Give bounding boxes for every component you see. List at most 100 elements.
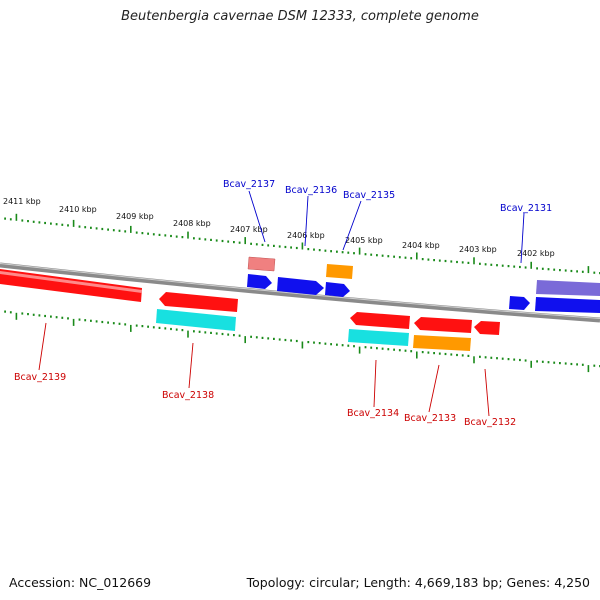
- tick-minor: [44, 221, 46, 225]
- tick-minor: [381, 347, 384, 350]
- tick-minor: [376, 254, 378, 257]
- tick-minor: [50, 315, 52, 318]
- gene-feature-blue[interactable]: [247, 274, 272, 289]
- tick-minor: [38, 314, 41, 317]
- tick-major: [130, 225, 132, 233]
- tick-minor: [112, 229, 115, 232]
- tick-minor: [175, 328, 178, 331]
- gene-label[interactable]: Bcav_2133: [404, 413, 456, 424]
- leader-line: [248, 190, 266, 243]
- tick-minor: [467, 261, 470, 264]
- tick-minor: [547, 361, 550, 364]
- tick-minor: [421, 258, 424, 261]
- gene-feature-blue[interactable]: [535, 297, 600, 313]
- tick-minor: [324, 249, 327, 252]
- tick-major: [530, 261, 532, 269]
- genome-backbone: [0, 262, 600, 323]
- gene-label[interactable]: Bcav_2135: [343, 190, 395, 201]
- tick-minor: [164, 327, 167, 330]
- tick-minor: [295, 339, 298, 343]
- gene-label[interactable]: Bcav_2136: [285, 185, 337, 196]
- tick-minor: [210, 238, 212, 241]
- tick-minor: [536, 267, 538, 270]
- tick-minor: [570, 269, 573, 273]
- gene-feature-cyan[interactable]: [156, 309, 236, 331]
- tick-minor: [204, 331, 207, 334]
- tick-major: [587, 266, 590, 274]
- gene-feature-cyan[interactable]: [348, 329, 409, 346]
- tick-minor: [318, 342, 321, 345]
- kbp-label: 2410 kbp: [59, 205, 97, 214]
- gene-label[interactable]: Bcav_2131: [500, 203, 552, 214]
- leader-line: [188, 342, 194, 389]
- tick-minor: [95, 320, 98, 323]
- map-title: Beutenbergia cavernae DSM 12333, complet…: [121, 9, 479, 24]
- kbp-tick-row-lower: [4, 310, 600, 373]
- tick-minor: [341, 251, 344, 254]
- gene-label[interactable]: Bcav_2132: [464, 417, 516, 428]
- tick-minor: [438, 259, 441, 262]
- tick-minor: [513, 265, 516, 268]
- tick-minor: [78, 225, 81, 228]
- tick-minor: [387, 348, 390, 351]
- gene-feature-blue[interactable]: [509, 296, 530, 310]
- kbp-tick-row-upper: [4, 213, 600, 275]
- gene-feature-red[interactable]: [159, 292, 238, 312]
- tick-minor: [398, 349, 401, 352]
- tick-minor: [284, 338, 287, 342]
- leader-line: [342, 200, 362, 251]
- tick-minor: [9, 218, 12, 221]
- tick-minor: [307, 341, 310, 344]
- tick-minor: [541, 360, 544, 363]
- tick-minor: [147, 232, 149, 235]
- tick-minor: [404, 256, 407, 259]
- tick-major: [130, 324, 132, 332]
- tick-minor: [152, 326, 155, 329]
- tick-minor: [433, 259, 435, 262]
- tick-minor: [78, 318, 81, 321]
- tick-minor: [553, 361, 556, 364]
- tick-minor: [438, 352, 441, 355]
- tick-minor: [44, 314, 46, 318]
- tick-minor: [21, 219, 24, 222]
- tick-minor: [55, 223, 58, 226]
- tick-major: [587, 365, 590, 373]
- gene-feature-blue[interactable]: [325, 282, 350, 297]
- tick-minor: [501, 264, 504, 267]
- gene-label[interactable]: Bcav_2139: [14, 372, 66, 383]
- tick-minor: [536, 360, 538, 363]
- gene-feature-purple[interactable]: [536, 280, 600, 296]
- tick-minor: [267, 337, 270, 340]
- tick-minor: [479, 355, 481, 358]
- tick-minor: [147, 325, 149, 328]
- tick-minor: [267, 244, 270, 247]
- tick-major: [358, 247, 361, 255]
- gene-feature-pink[interactable]: [247, 256, 276, 272]
- tick-minor: [547, 268, 550, 271]
- tick-minor: [55, 316, 58, 319]
- tick-minor: [490, 263, 493, 266]
- tick-minor: [370, 346, 373, 349]
- gene-feature-red[interactable]: [350, 312, 410, 329]
- tick-minor: [107, 228, 109, 231]
- tick-major: [15, 312, 18, 320]
- gene-feature-blue[interactable]: [277, 277, 324, 295]
- leader-line: [38, 322, 47, 371]
- tick-minor: [238, 241, 241, 244]
- tick-minor: [227, 240, 230, 243]
- gene-feature-orange[interactable]: [326, 264, 353, 279]
- tick-minor: [107, 321, 109, 324]
- tick-minor: [576, 270, 578, 273]
- gene-label[interactable]: Bcav_2138: [162, 390, 214, 401]
- gene-label[interactable]: Bcav_2134: [347, 408, 399, 419]
- reverse-genes: [0, 269, 500, 351]
- gene-label[interactable]: Bcav_2137: [223, 179, 275, 190]
- gene-feature-orange[interactable]: [413, 335, 471, 351]
- tick-minor: [210, 331, 212, 334]
- gene-feature-red[interactable]: [414, 317, 472, 333]
- gene-feature-red[interactable]: [474, 321, 500, 335]
- tick-minor: [135, 324, 138, 327]
- tick-major: [244, 237, 246, 245]
- tick-minor: [353, 252, 355, 255]
